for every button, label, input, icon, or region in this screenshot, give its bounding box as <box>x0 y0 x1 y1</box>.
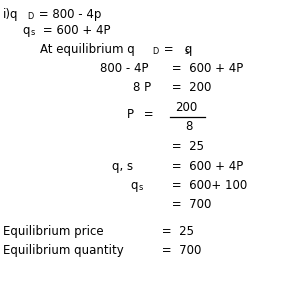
Text: D: D <box>27 12 33 21</box>
Text: D: D <box>152 47 158 56</box>
Text: 8 P: 8 P <box>133 81 151 94</box>
Text: q: q <box>130 179 137 192</box>
Text: q: q <box>22 24 30 37</box>
Text: q, s: q, s <box>112 160 133 173</box>
Text: 800 - 4P: 800 - 4P <box>100 62 149 75</box>
Text: =  200: = 200 <box>168 81 211 94</box>
Text: =  700: = 700 <box>158 244 201 257</box>
Text: P: P <box>127 108 134 121</box>
Text: Equilibrium price: Equilibrium price <box>3 225 104 238</box>
Text: =  600+ 100: = 600+ 100 <box>168 179 247 192</box>
Text: =  600 + 4P: = 600 + 4P <box>168 160 243 173</box>
Text: =: = <box>140 108 154 121</box>
Text: At equilibrium q: At equilibrium q <box>40 43 135 56</box>
Text: Equilibrium quantity: Equilibrium quantity <box>3 244 124 257</box>
Text: = 600 + 4P: = 600 + 4P <box>39 24 110 37</box>
Text: s: s <box>185 47 189 56</box>
Text: =  700: = 700 <box>168 198 211 211</box>
Text: s: s <box>139 183 143 192</box>
Text: 200: 200 <box>175 101 197 114</box>
Text: = 800 - 4p: = 800 - 4p <box>35 8 101 21</box>
Text: =  25: = 25 <box>168 140 204 153</box>
Text: =  25: = 25 <box>158 225 194 238</box>
Text: 8: 8 <box>185 120 193 133</box>
Text: =  600 + 4P: = 600 + 4P <box>168 62 243 75</box>
Text: i)q: i)q <box>3 8 18 21</box>
Text: =   q: = q <box>160 43 193 56</box>
Text: s: s <box>31 28 35 37</box>
